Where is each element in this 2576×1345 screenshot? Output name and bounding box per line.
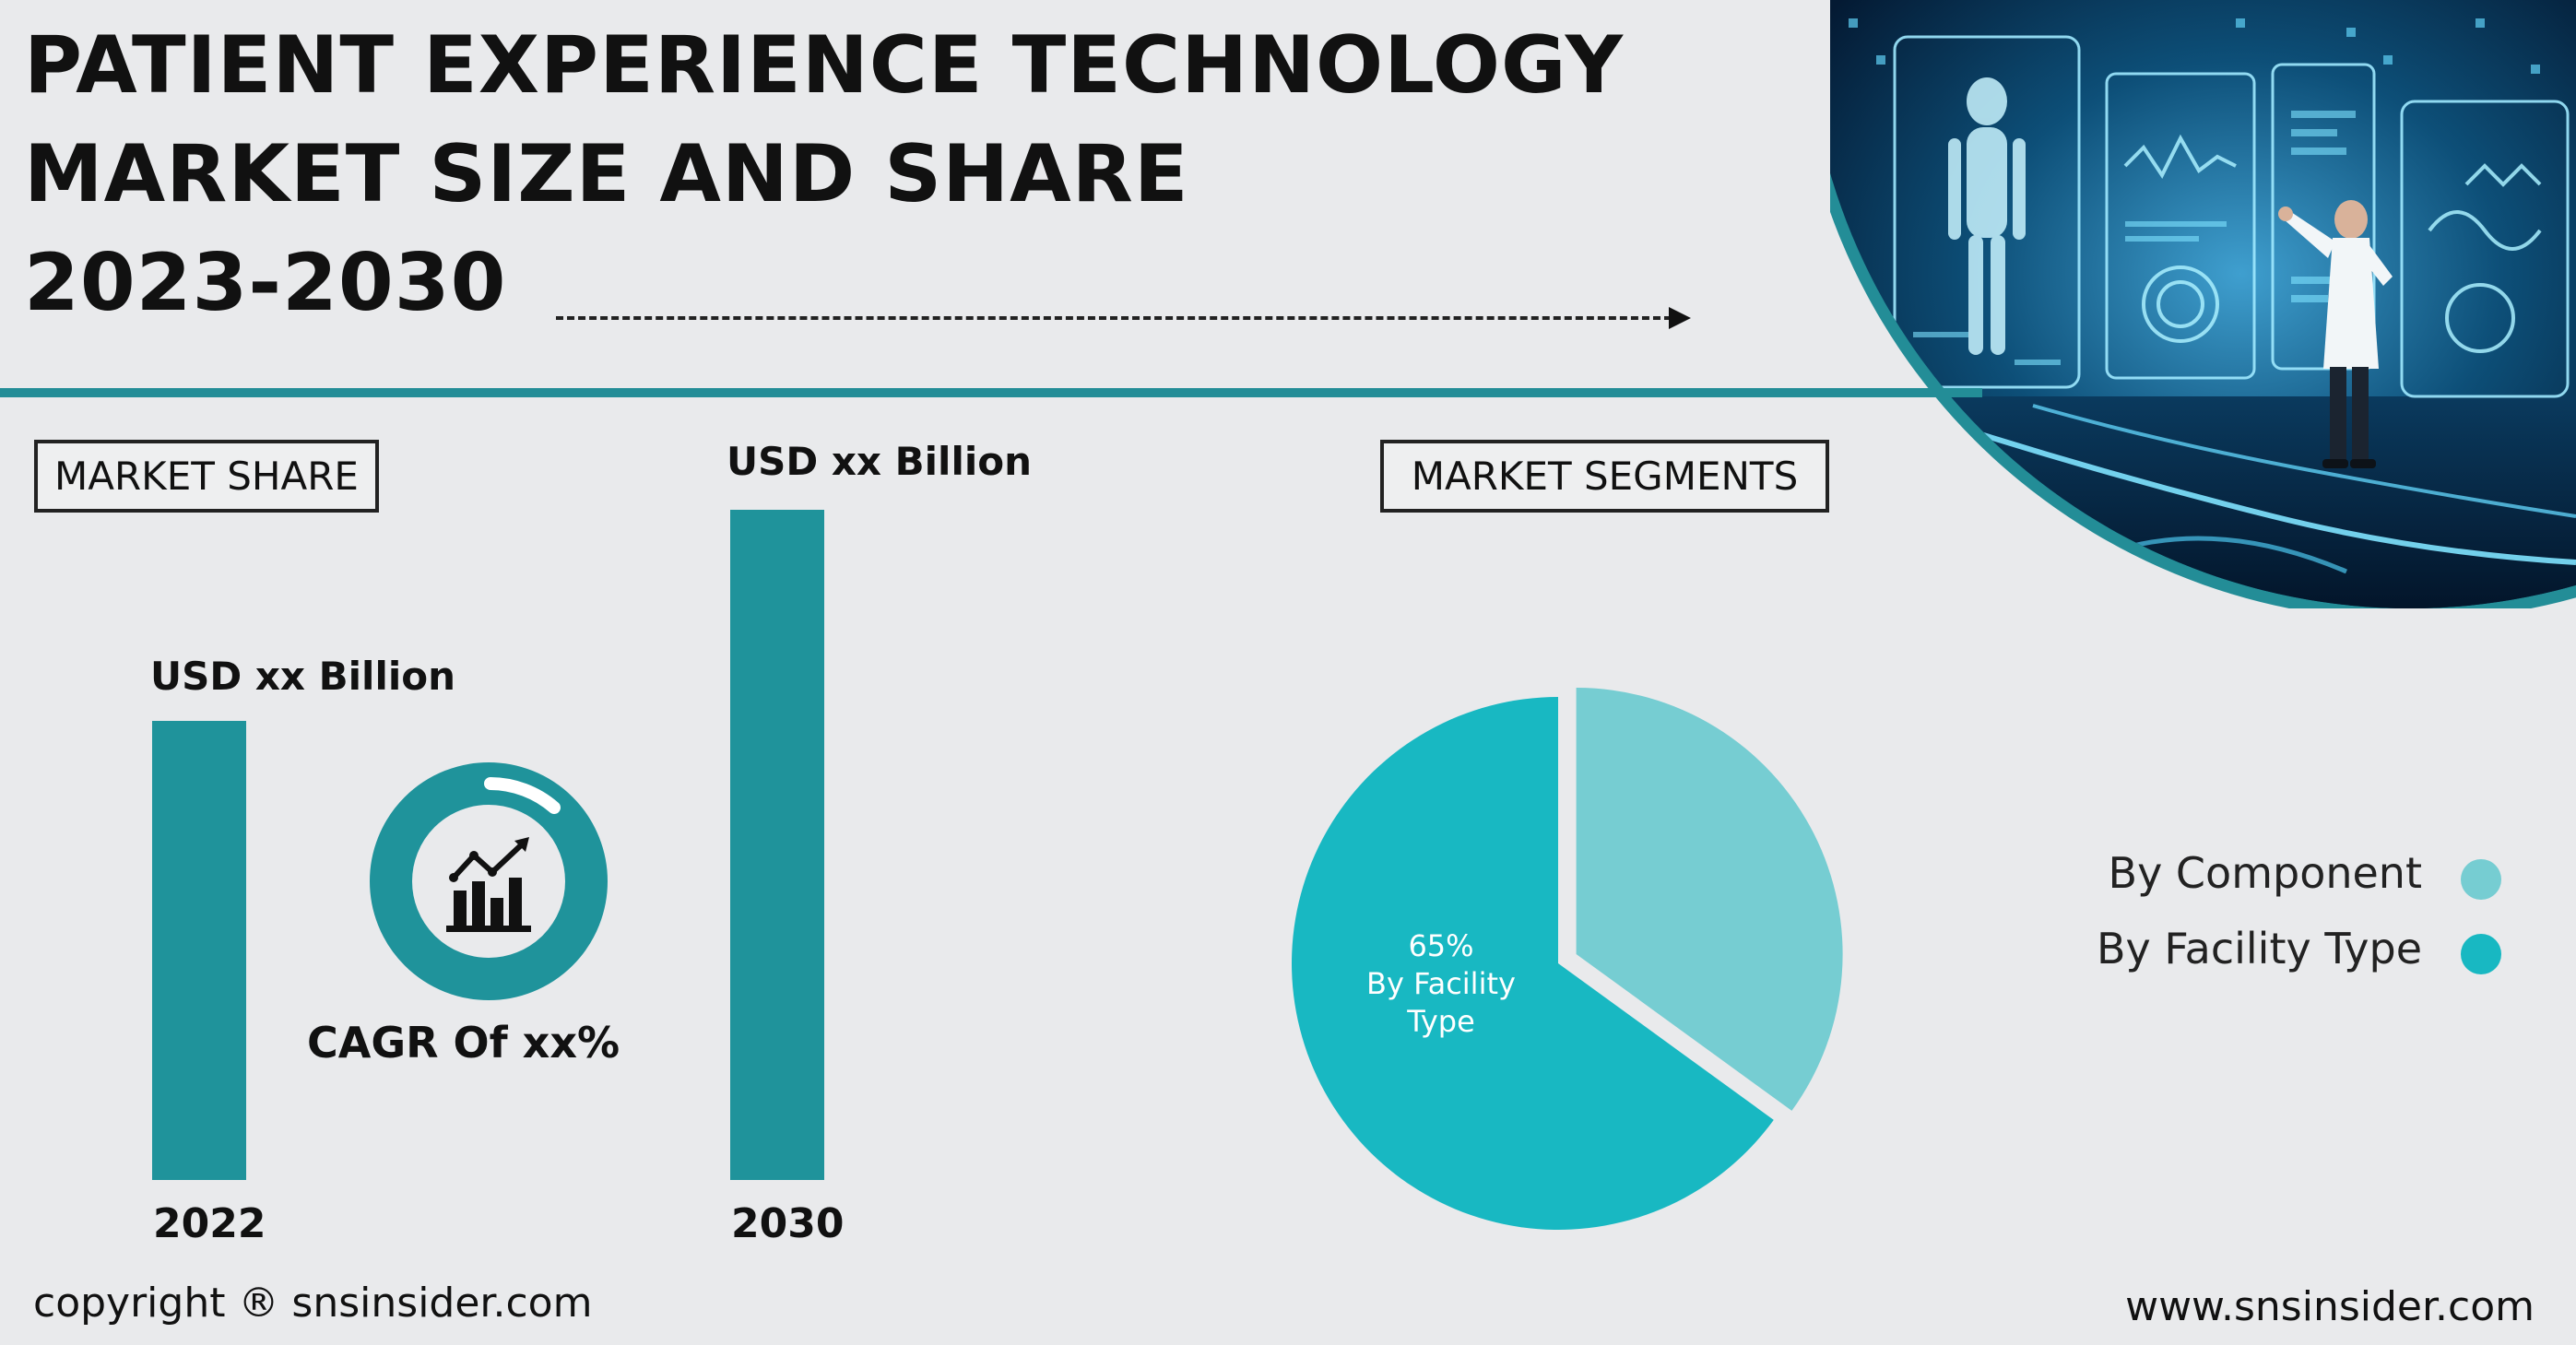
dashed-arrow-line [556,316,1672,320]
medical-technology-illustration [1830,0,2576,608]
growth-chart-icon [446,837,531,932]
title-line-1: PATIENT EXPERIENCE TECHNOLOGY [24,19,1624,112]
legend-label-component: By Component [2108,848,2422,898]
pie-slice-by-facility-type [1292,697,1774,1230]
pie-slice-label-facility-type: 65% By Facility Type [1326,927,1556,1041]
market-share-label: MARKET SHARE [34,440,379,513]
bar-category-label-2030: 2030 [731,1200,845,1247]
market-segments-label: MARKET SEGMENTS [1380,440,1829,513]
pie-slice-percent: 65% [1408,928,1474,963]
cagr-label: CAGR Of xx% [307,1018,620,1068]
bar-value-label-2030: USD xx Billion [727,439,1032,484]
legend-label-facility-type: By Facility Type [2097,924,2422,973]
legend-swatch-facility-type [2461,934,2501,974]
pie-chart [1292,688,1843,1230]
title-line-2: MARKET SIZE AND SHARE [24,128,1189,220]
section-divider [0,388,1982,397]
bar-2030 [730,510,824,1180]
copyright-text: copyright ® snsinsider.com [33,1280,593,1327]
arrow-head-icon [1669,307,1691,329]
pie-slice-name-line-2: Type [1407,1004,1475,1039]
bar-2022 [152,721,246,1180]
legend-swatch-component [2461,859,2501,900]
bar-category-label-2022: 2022 [153,1200,266,1247]
title-line-3: 2023-2030 [24,237,507,329]
website-link[interactable]: www.snsinsider.com [2125,1283,2535,1330]
bar-value-label-2022: USD xx Billion [150,654,455,699]
pie-slice-by-component [1576,688,1843,1111]
pie-slice-name-line-1: By Facility [1366,966,1516,1001]
cagr-ring [370,762,608,1000]
